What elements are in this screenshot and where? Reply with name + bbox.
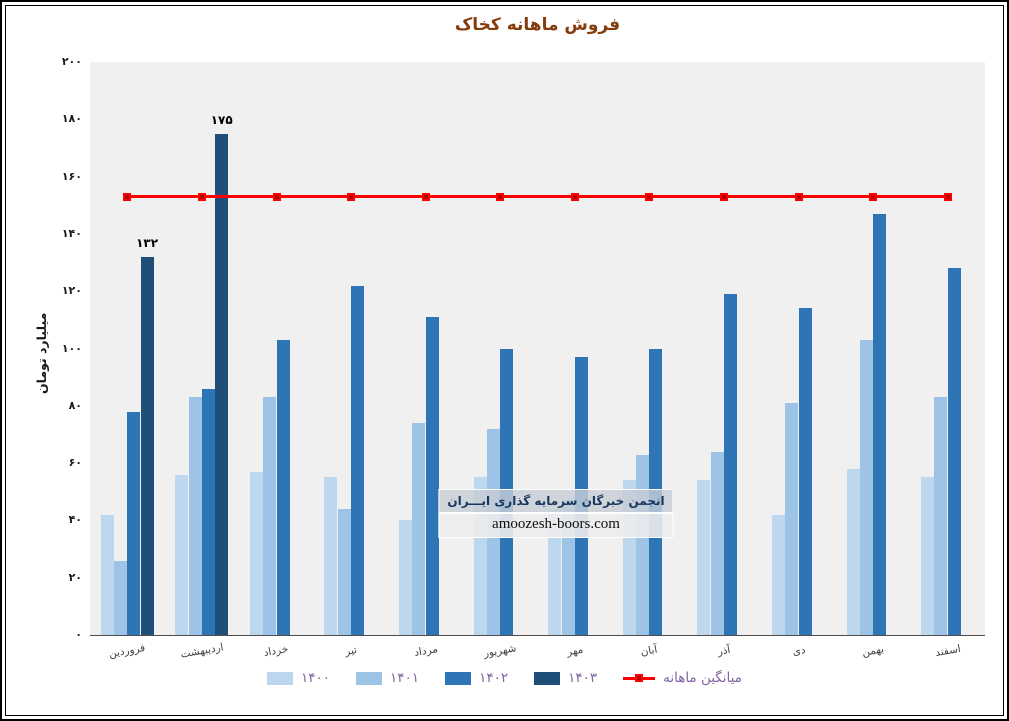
bar-1-1 [188,397,202,635]
y-tick-label: ۲۰۰ [61,55,82,68]
average-line-marker [496,192,505,201]
bar-1-2 [263,397,277,635]
legend-label: میانگین ماهانه [663,670,742,686]
y-tick-label: ۸۰ [68,398,82,412]
y-axis: میلیارد تومان ۰ ۲۰ ۴۰ ۶۰ ۸۰ ۱۰۰ ۱۲۰ ۱۴۰ ۱۶۰ ۱۸۰ ۲۰… [0,0,84,721]
bar-1-11 [934,397,948,635]
average-line-marker [794,192,803,201]
bar-data-label: ۱۳۲ [136,235,159,250]
average-line-marker [123,192,132,201]
legend-item-average: میانگین ماهانه [623,670,742,686]
bar-2-11 [947,268,961,635]
x-axis-label: شهریور [482,642,518,660]
x-axis-label: اردیبهشت [179,641,225,661]
y-tick-label: ۱۸۰ [61,112,82,126]
legend-swatch [445,671,472,685]
legend-swatch [356,671,383,685]
x-axis-label: مرداد [412,643,439,659]
legend-label: ۱۴۰۱ [390,670,420,686]
legend-item-series-1: ۱۴۰۱ [356,670,419,686]
y-tick-label: ۲۰ [68,570,82,584]
bar-1-10 [859,339,873,635]
y-tick-label: ۴۰ [68,513,82,527]
bar-1-9 [785,402,799,635]
bar-0-8 [697,480,711,635]
legend-label: ۱۴۰۲ [479,670,509,686]
bar-0-6 [548,508,562,635]
legend-item-series-2: ۱۴۰۲ [445,670,508,686]
bar-2-9 [798,308,812,635]
bar-1-7 [636,454,650,635]
plot-area: ۱۳۲ ۱۷۵ [90,62,985,636]
bar-1-8 [710,451,724,635]
bar-0-0 [100,514,114,635]
legend-swatch [534,671,561,685]
legend-label: ۱۴۰۳ [568,670,598,686]
x-axis-label: فروردین [108,641,147,661]
bar-2-8 [724,294,737,635]
x-axis-label: بهمن [861,643,885,659]
bar-data-label: ۱۷۵ [210,112,233,127]
bar-0-11 [921,477,935,635]
bar-0-2 [249,471,263,635]
watermark-line-2: amoozesh-boors.com [438,513,674,538]
chart-title: فروش ماهانه کخاک [454,15,621,35]
bar-1-0 [114,560,127,635]
average-line-marker [720,192,728,201]
bar-3-0 [140,256,154,635]
legend-average-marker-icon [635,673,644,682]
bar-1-3 [337,508,351,635]
x-axis-label: تیر [344,644,358,658]
average-line-marker [272,192,281,201]
x-axis-label: آبان [640,643,659,659]
x-axis-label: خرداد [263,642,290,660]
average-line-marker [347,192,355,201]
bar-2-0 [127,411,141,635]
average-line [127,195,948,199]
legend-item-series-3: ۱۴۰۳ [534,670,597,686]
legend-item-series-0: ۱۴۰۰ [267,670,330,686]
bar-2-1 [201,388,215,635]
bar-2-2 [276,339,290,635]
bar-0-4 [399,520,412,635]
bar-0-10 [846,468,860,635]
y-tick-label: ۱۲۰ [61,284,82,298]
average-line-marker [645,192,654,201]
y-tick-label: ۶۰ [68,456,82,470]
x-axis-label: اسفند [933,642,962,660]
x-axis-label: مهر [565,643,584,659]
y-tick-label: ۱۰۰ [61,341,82,355]
y-tick-label: ۱۴۰ [61,226,82,240]
bar-3-1 [215,133,229,635]
average-line-marker [197,192,206,201]
watermark-line-1: انجمن خبرگان سرمایه گذاری ایـــران [438,489,674,513]
bar-2-4 [425,317,439,635]
average-line-marker [943,192,952,201]
legend-label: ۱۴۰۰ [301,670,331,686]
x-axis-label: دی [791,643,806,659]
legend-swatch [267,671,294,685]
bar-2-3 [351,285,364,635]
x-axis-label: آذر [716,643,732,659]
watermark: انجمن خبرگان سرمایه گذاری ایـــران amooz… [438,489,674,538]
y-tick-label: ۱۶۰ [61,169,82,183]
average-line-marker [421,192,430,201]
bar-2-10 [873,213,887,635]
y-tick-label: ۰ [75,628,82,641]
bar-0-1 [175,474,189,635]
bar-0-3 [324,477,338,635]
chart-legend: ۱۴۰۰ ۱۴۰۱ ۱۴۰۲ ۱۴۰۳ میانگین ماهانه [0,670,1009,686]
bar-1-4 [412,423,426,635]
legend-average-line-icon [623,673,656,682]
bar-0-9 [771,514,785,635]
average-line-marker [869,192,878,201]
average-line-marker [570,192,579,201]
